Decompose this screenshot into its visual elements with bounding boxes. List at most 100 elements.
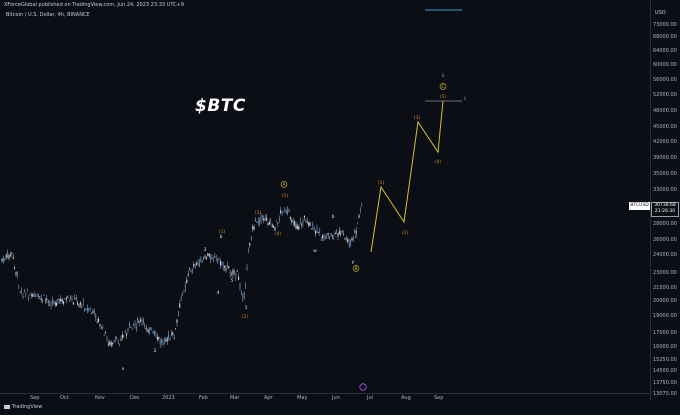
candle-body [350, 241, 352, 246]
candle-body [18, 286, 20, 288]
candle-body [35, 295, 37, 297]
logo-text: TradingView [12, 404, 43, 410]
candle-body [60, 298, 62, 302]
candle-body [340, 231, 342, 234]
candle-body [49, 302, 51, 304]
last-price: 30738.68 [654, 203, 676, 208]
candle-body [131, 327, 133, 329]
wave-label: b [220, 234, 223, 240]
candle-body [154, 331, 156, 334]
wave-label: x [122, 367, 125, 372]
bar-countdown: 21:26:30 [654, 209, 676, 214]
candle-body [303, 215, 305, 218]
candle-body [109, 341, 111, 345]
time-tick: Sep [30, 395, 40, 401]
candle-body [57, 298, 59, 301]
wave-label: A [282, 182, 286, 188]
candle-body [242, 295, 244, 299]
tradingview-logo[interactable]: TradingView [4, 404, 42, 410]
candle-body [99, 324, 101, 327]
candle-body [273, 226, 275, 228]
price-tick: 16000.00 [653, 344, 677, 350]
candle-body [170, 332, 172, 337]
candle-body [176, 319, 178, 323]
candle-body [261, 215, 263, 217]
wave-label: i [464, 96, 465, 102]
candle-body [280, 210, 282, 213]
candle-body [19, 291, 21, 293]
candle-body [252, 226, 254, 229]
wave-labels: 1 2 3 4 5 1 b b x c w y x (1) (2) (3) (4) (5) (1) (2) (3) (4)… [122, 73, 466, 372]
candle-body [323, 236, 325, 241]
wave-label: 5 [231, 278, 234, 284]
price-tick: 13750.00 [653, 380, 677, 386]
candle-body [39, 296, 41, 297]
candle-body [334, 232, 336, 235]
price-tick: 14500.00 [653, 368, 677, 374]
candle-body [212, 260, 214, 262]
price-axis[interactable] [650, 0, 680, 400]
candle-body [79, 302, 81, 305]
candle-body [156, 337, 158, 340]
candle-body [295, 224, 297, 229]
candle-body [61, 299, 63, 303]
wave-label: (4) [275, 231, 282, 237]
time-tick: Feb [199, 395, 208, 401]
candle-body [179, 303, 181, 308]
candle-body [205, 257, 207, 259]
candle-body [310, 228, 312, 230]
candle-body [159, 341, 161, 345]
candle-body [142, 320, 144, 322]
candle-body [302, 221, 304, 224]
projection-path[interactable] [370, 100, 444, 253]
candle-body [21, 290, 23, 292]
candle-body [211, 256, 213, 260]
candle-body [287, 209, 289, 213]
candle-body [231, 274, 233, 276]
candle-body [92, 310, 94, 314]
candle-body [67, 296, 69, 298]
candle-body [344, 238, 346, 240]
candle-body [120, 339, 122, 341]
candle-body [183, 291, 185, 293]
candle-body [144, 325, 146, 327]
candle-body [277, 223, 279, 224]
candle-body [281, 211, 283, 214]
candle-body [215, 256, 217, 258]
candle-body [233, 271, 235, 273]
time-axis[interactable] [0, 393, 650, 404]
candle-body [243, 292, 245, 297]
candle-body [229, 272, 231, 274]
candle-body [226, 264, 228, 266]
candle-body [228, 266, 230, 269]
candle-body [81, 306, 83, 308]
candle-body [253, 226, 255, 230]
candle-body [308, 222, 310, 226]
candle-body [161, 340, 163, 342]
wave-label: B [354, 266, 357, 272]
candle-body [196, 263, 198, 265]
candle-body [348, 243, 350, 246]
candle-body [112, 343, 114, 344]
candle-body [329, 237, 331, 239]
candle-body [74, 298, 76, 299]
price-tick: 17000.00 [653, 330, 677, 336]
candle-body [326, 233, 328, 237]
candle-body [270, 221, 272, 223]
candle-body [221, 261, 223, 265]
price-chart[interactable]: 1 2 3 4 5 1 b b x c w y x (1) (2) (3) (4) (5) (1) (2) (3) (4)… [0, 0, 650, 393]
candle-body [260, 216, 262, 222]
candle-body [337, 232, 339, 237]
candle-body [306, 220, 308, 223]
wave-label: 1 [245, 305, 248, 311]
symbol-description[interactable]: Bitcoin / U.S. Dollar, 4h, BINANCE [6, 12, 90, 18]
candle-body [65, 298, 67, 300]
candle-body [77, 302, 79, 305]
candle-body [169, 337, 171, 339]
candle-body [89, 308, 91, 311]
candle-body [103, 334, 105, 336]
price-tick: 28000.00 [653, 221, 677, 227]
candle-body [7, 253, 9, 258]
candle-body [140, 319, 142, 322]
candle-body [246, 267, 248, 270]
